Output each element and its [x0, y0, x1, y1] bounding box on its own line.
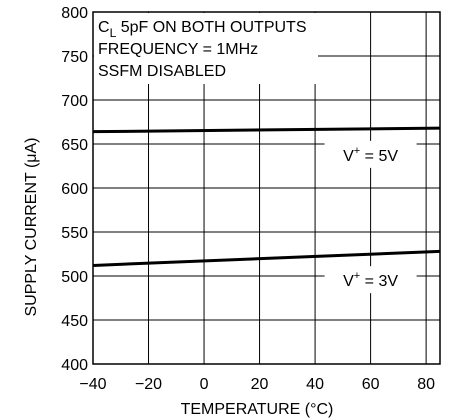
annotation-line-1-subscript: L — [110, 26, 117, 40]
series-label-rest: = 3V — [360, 273, 398, 290]
annotation-line-3: SSFM DISABLED — [98, 63, 226, 80]
x-tick-label: 40 — [306, 376, 324, 393]
series-lines — [92, 126, 441, 267]
series-label-superscript: + — [354, 145, 360, 157]
series-label-superscript: + — [354, 270, 360, 282]
x-tick-labels: −40 −20 0 20 40 60 80 — [79, 376, 435, 393]
y-tick-label: 450 — [61, 313, 88, 330]
annotation-line-1-rest: 5pF ON BOTH OUTPUTS — [116, 19, 306, 36]
y-tick-label: 650 — [61, 137, 88, 154]
x-tick-label: 60 — [362, 376, 380, 393]
y-tick-labels: 400 450 500 550 600 650 700 750 800 — [61, 5, 88, 374]
series-label: V+ = 3V — [343, 270, 398, 290]
series-label-prefix: V — [343, 273, 354, 290]
x-tick-label: 80 — [417, 376, 435, 393]
x-tick-label: 20 — [251, 376, 269, 393]
series-label-background — [324, 140, 417, 168]
annotation-background — [94, 13, 318, 84]
series-label-background — [324, 266, 417, 294]
y-tick-label: 700 — [61, 93, 88, 110]
annotation-line-1: CL 5pF ON BOTH OUTPUTS — [98, 19, 307, 40]
series-line — [92, 249, 441, 267]
x-tick-label: −40 — [79, 376, 106, 393]
plot-frame — [92, 11, 441, 365]
series-label-rest: = 5V — [360, 148, 398, 165]
series-label: V+ = 5V — [343, 145, 398, 165]
y-tick-label: 500 — [61, 269, 88, 286]
series-labels: V+ = 5VV+ = 3V — [324, 140, 417, 294]
y-tick-label: 400 — [61, 357, 88, 374]
y-tick-label: 800 — [61, 5, 88, 22]
y-axis-label: SUPPLY CURRENT (μA) — [23, 137, 40, 316]
x-tick-label: 0 — [200, 376, 209, 393]
y-tick-label: 600 — [61, 181, 88, 198]
series-line — [92, 126, 441, 134]
annotation-line-1-prefix: C — [98, 19, 110, 36]
series-label-prefix: V — [343, 148, 354, 165]
x-axis-label: TEMPERATURE (°C) — [181, 401, 334, 418]
annotation-box: CL 5pF ON BOTH OUTPUTS FREQUENCY = 1MHz … — [94, 13, 318, 84]
annotation-line-2: FREQUENCY = 1MHz — [98, 41, 258, 58]
y-tick-label: 550 — [61, 225, 88, 242]
x-tick-label: −20 — [135, 376, 162, 393]
y-tick-label: 750 — [61, 49, 88, 66]
